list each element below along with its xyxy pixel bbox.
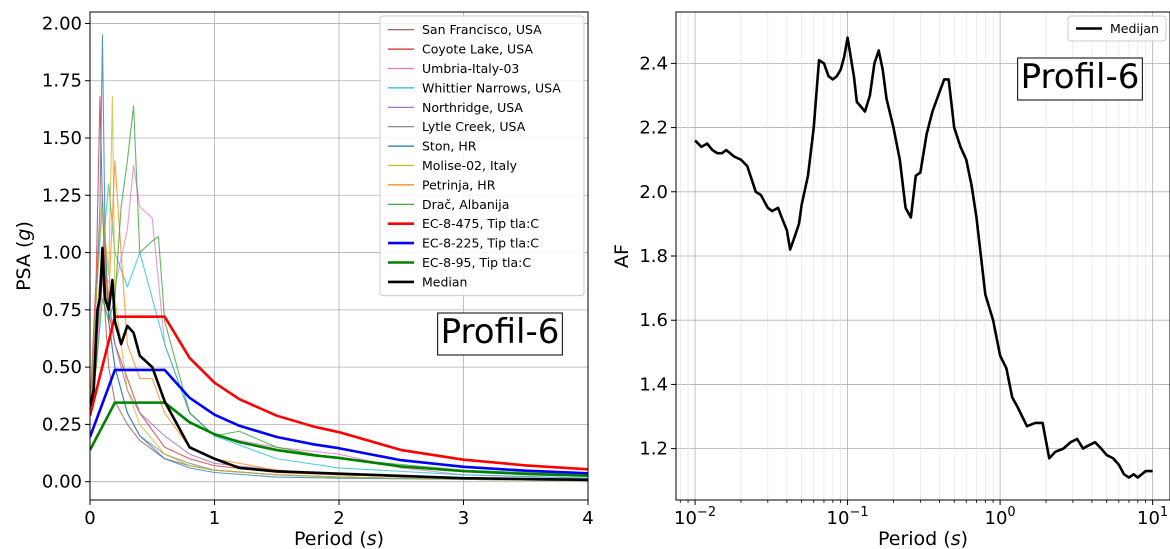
x-tick-label: 4 [582, 508, 593, 529]
annotation-label: Profil-6 [441, 312, 560, 352]
x-tick-label: 3 [458, 508, 469, 529]
series-line-ston-hr [90, 34, 588, 482]
legend-box [1067, 15, 1167, 42]
legend-entry-label: Median [422, 274, 467, 289]
legend-entry-label: Umbria-Italy-03 [422, 61, 519, 76]
series-line-molise-02-italy [90, 96, 588, 482]
x-tick-label: 101 [1137, 505, 1168, 529]
y-tick-label: 1.50 [42, 128, 82, 149]
x-tick-label: 0 [84, 508, 95, 529]
y-tick-label: 0.50 [42, 357, 82, 378]
legend-entry-label: EC-8-475, Tip tla:C [422, 216, 539, 231]
y-axis-title: PSA (g) [13, 221, 35, 291]
annotation-box [437, 312, 563, 356]
legend-entry-label: Petrinja, HR [422, 177, 496, 192]
x-tick-label: 10−2 [674, 505, 716, 529]
y-tick-label: 1.00 [42, 243, 82, 264]
legend-entry-label: Whittier Narrows, USA [422, 80, 561, 95]
legend-entry-label: San Francisco, USA [422, 22, 542, 37]
legend-entry-label: Medijan [1110, 21, 1159, 36]
y-tick-label: 0.75 [42, 300, 82, 321]
legend: San Francisco, USA Coyote Lake, USA Umbria… [379, 15, 585, 297]
legend-entry-label: Molise-02, Italy [422, 158, 518, 173]
legend-entry-label: Northridge, USA [422, 100, 523, 115]
x-tick-label: 100 [985, 505, 1016, 529]
legend-entry-label: EC-8-95, Tip tla:C [422, 255, 531, 270]
series-line-medijan [694, 36, 1153, 479]
series-line-drac-albanija [90, 105, 588, 476]
x-tick-label: 2 [333, 508, 344, 529]
series-line-ec-8-225-tip-tla-c [90, 368, 588, 475]
annotation-label: Profil-6 [1021, 57, 1140, 97]
legend: Medijan [1067, 15, 1167, 42]
legend-entry-label: Coyote Lake, USA [422, 42, 533, 57]
y-tick-label: 1.8 [639, 246, 668, 267]
y-tick-label: 0.00 [42, 472, 82, 493]
x-tick-label: 10−1 [827, 505, 869, 529]
x-axis-title: Period (s) [878, 528, 968, 549]
legend-entry-label: EC-8-225, Tip tla:C [422, 236, 539, 251]
y-tick-label: 2.0 [639, 182, 668, 203]
legend-entry-label: Ston, HR [422, 139, 477, 154]
y-axis-title: AF [611, 244, 633, 268]
legend-entry-label: Lytle Creek, USA [422, 119, 526, 134]
y-tick-label: 0.25 [42, 414, 82, 435]
x-tick-label: 1 [209, 508, 220, 529]
series-line-ec-8-475-tip-tla-c [90, 315, 588, 471]
legend-box [379, 15, 585, 297]
legend-entry-label: Drač, Albanija [422, 197, 509, 212]
y-tick-label: 1.75 [42, 71, 82, 92]
y-tick-label: 1.4 [639, 374, 668, 395]
y-tick-label: 1.25 [42, 185, 82, 206]
x-axis-title: Period (s) [294, 528, 384, 549]
y-tick-label: 2.4 [639, 53, 668, 74]
y-tick-label: 1.2 [639, 439, 668, 460]
y-tick-label: 1.6 [639, 310, 668, 331]
y-tick-label: 2.2 [639, 118, 668, 139]
series-line-median [90, 246, 588, 482]
af-chart-panel: 1.2 1.4 1.6 1.8 2.0 2.2 2.4 10−2 10−1 100 101 Peri… [611, 11, 1170, 549]
psa-chart-panel: 0.00 0.25 0.50 0.75 1.00 1.25 1.50 1.75 2.00 0 1 2 3… [13, 11, 594, 549]
annotation-box [1017, 57, 1143, 101]
y-tick-label: 2.00 [42, 13, 82, 34]
